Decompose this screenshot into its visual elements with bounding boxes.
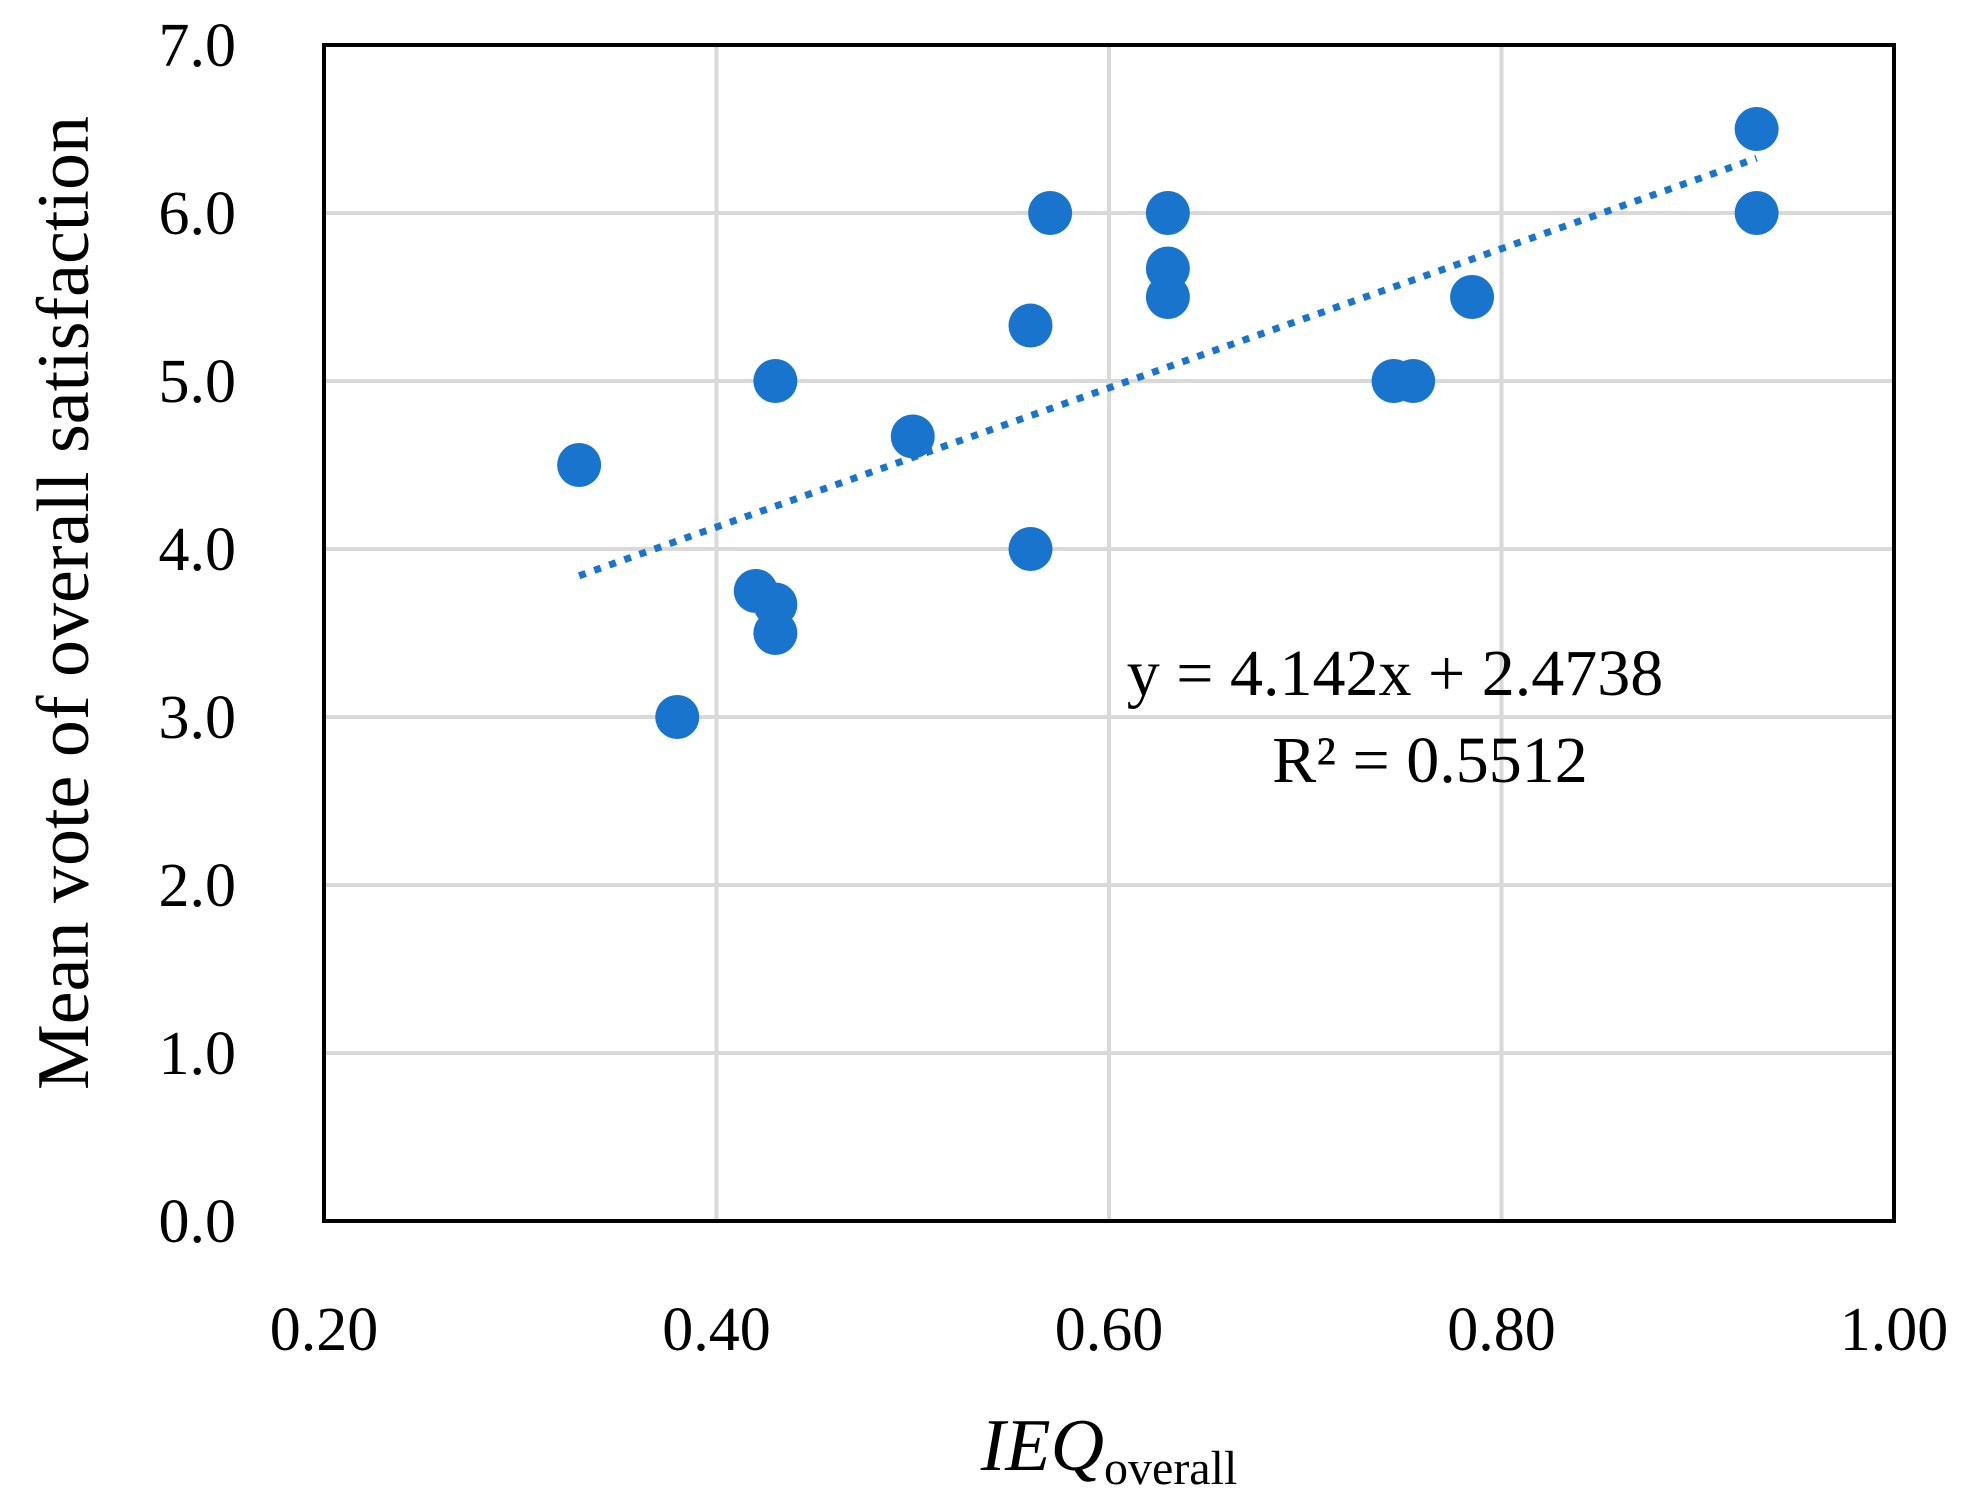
x-axis-title: IEQoverall [980, 1405, 1238, 1495]
data-point [1391, 359, 1436, 403]
x-tick-label: 0.20 [270, 1296, 379, 1364]
trendline [577, 154, 1758, 580]
data-point [1450, 275, 1495, 319]
data-point [1145, 275, 1190, 319]
y-tick-label: 0.0 [159, 1188, 237, 1256]
data-point [753, 359, 798, 403]
y-tick-label: 7.0 [159, 12, 237, 80]
x-tick-label: 0.60 [1055, 1296, 1164, 1364]
y-tick-label: 1.0 [159, 1020, 237, 1088]
y-tick-label: 6.0 [159, 180, 237, 248]
data-point [1008, 303, 1053, 348]
x-tick-label: 0.40 [662, 1296, 771, 1364]
grid [324, 45, 1894, 1221]
y-tick-label: 3.0 [159, 684, 237, 752]
x-tick-label: 1.00 [1840, 1296, 1949, 1364]
data-points [557, 107, 1779, 739]
y-axis-title: Mean vote of overall satisfaction [23, 116, 105, 1090]
r-squared-label: R² = 0.5512 [1272, 724, 1588, 797]
regression-equation: y = 4.142x + 2.4738 [1127, 637, 1663, 710]
y-tick-label: 4.0 [159, 516, 237, 584]
data-point [1028, 191, 1073, 235]
x-axis-title-main: IEQ [980, 1405, 1104, 1487]
plot-area-border [322, 43, 1896, 1223]
trendline-line [577, 154, 1758, 580]
data-point [1008, 527, 1053, 571]
data-point [753, 611, 798, 655]
y-tick-label: 2.0 [159, 852, 237, 920]
data-point [1734, 107, 1779, 151]
data-point [557, 443, 602, 487]
y-tick-label: 5.0 [159, 348, 237, 416]
data-point [890, 414, 935, 459]
x-axis-title-sub: overall [1104, 1442, 1237, 1495]
x-tick-label: 0.80 [1447, 1296, 1556, 1364]
y-axis-ticks: 0.0 1.0 2.0 3.0 4.0 5.0 6.0 7.0 [159, 12, 237, 1256]
data-point [655, 695, 700, 739]
data-point [1145, 191, 1190, 235]
data-point [1734, 191, 1779, 235]
x-axis-ticks: 0.20 0.40 0.60 0.80 1.00 [270, 1296, 1949, 1364]
